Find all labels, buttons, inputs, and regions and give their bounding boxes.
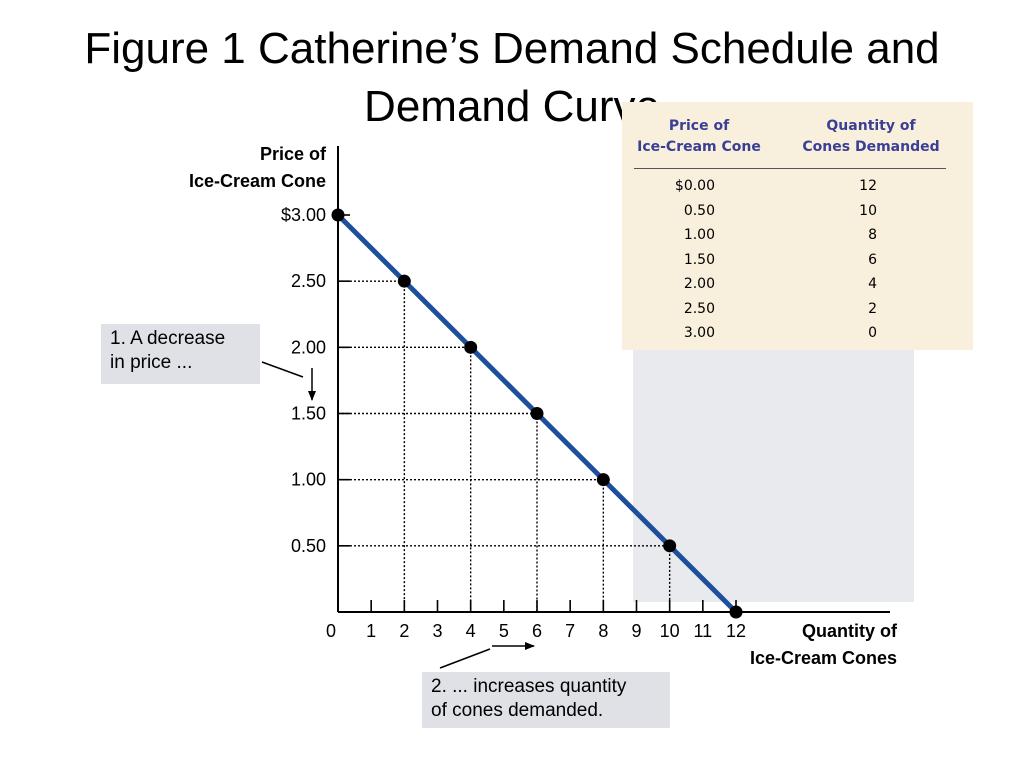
x-tick-label: 3: [432, 621, 442, 641]
header-line: Cones Demanded: [802, 139, 940, 155]
x-tick-label: 9: [631, 621, 641, 641]
callout-line: in price ...: [110, 352, 193, 373]
header-line: Ice-Cream Cone: [637, 139, 761, 155]
callout-line: 2. ... increases quantity: [431, 676, 627, 697]
x-tick-label: 1: [366, 621, 376, 641]
data-point: [663, 539, 677, 553]
y-tick-label: $3.00: [281, 205, 326, 225]
data-point: [596, 473, 610, 487]
y-tick-label: 1.00: [291, 470, 326, 490]
slide-title: Figure 1 Catherine’s Demand Schedule and…: [84, 24, 940, 131]
data-point: [331, 208, 345, 222]
x-tick-label: 6: [532, 621, 542, 641]
data-point: [530, 407, 544, 420]
x-tick-label: 4: [466, 621, 476, 641]
y-tick-label: 0.50: [291, 536, 326, 556]
table-row: 2.00 4: [622, 276, 973, 300]
price-cell: 1.50: [683, 251, 715, 268]
table-row: 1.00 8: [622, 227, 973, 251]
quantity-cell: 10: [859, 202, 877, 219]
x-tick-label: 5: [499, 621, 509, 641]
table-row: $0.00 12: [622, 178, 973, 202]
x-tick-label: 7: [565, 621, 575, 641]
x-tick-label: 10: [660, 621, 680, 641]
data-point: [464, 340, 478, 354]
table-row: 2.50 2: [622, 301, 973, 325]
x-tick-label: 12: [726, 621, 746, 641]
table-header-price: Price of Ice-Cream Cone: [624, 116, 774, 158]
data-point: [729, 605, 743, 619]
data-point: [397, 274, 411, 288]
quantity-cell: 2: [868, 300, 877, 317]
price-cell: $0.00: [674, 178, 715, 194]
header-line: Price of: [668, 118, 730, 134]
table-row: 1.50 6: [622, 252, 973, 276]
price-cell: 1.00: [683, 227, 715, 243]
y-tick-label: 1.50: [291, 404, 326, 424]
y-axis-title: Price of: [260, 144, 327, 164]
quantity-cell: 12: [859, 178, 877, 194]
quantity-cell: 8: [868, 227, 877, 243]
price-decrease-callout: 1. A decrease in price ...: [101, 324, 260, 384]
header-line: Quantity of: [826, 118, 916, 134]
x-tick-label: 11: [693, 621, 712, 641]
x-tick-label: 0: [326, 621, 336, 641]
table-row: 0.50 10: [622, 203, 973, 227]
price-cell: 3.00: [683, 325, 715, 341]
table-row: 3.00 0: [622, 325, 973, 349]
x-axis-title: Quantity of: [802, 621, 898, 641]
quantity-cell: 0: [868, 325, 877, 341]
quantity-cell: 4: [868, 276, 877, 292]
quantity-callout-pointer: [439, 648, 491, 669]
x-tick-label: 8: [598, 621, 608, 641]
x-tick-label: 2: [399, 621, 409, 641]
x-axis-title: Ice-Cream Cones: [750, 648, 897, 668]
y-axis-title: Ice-Cream Cone: [189, 171, 326, 191]
table-header-quantity: Quantity of Cones Demanded: [790, 116, 952, 158]
demand-schedule-table: Price of Ice-Cream Cone Quantity of Cone…: [622, 102, 973, 350]
y-tick-label: 2.50: [291, 271, 326, 291]
price-cell: 2.00: [683, 276, 715, 292]
callout-line: 1. A decrease: [110, 328, 226, 349]
quantity-cell: 6: [868, 251, 877, 268]
price-cell: 2.50: [683, 300, 715, 317]
price-cell: 0.50: [683, 202, 715, 219]
price-callout-pointer: [261, 361, 304, 378]
y-tick-label: 2.00: [291, 337, 326, 357]
callout-line: of cones demanded.: [431, 700, 604, 721]
quantity-increase-callout: 2. ... increases quantity of cones deman…: [422, 672, 670, 728]
header-rule: [634, 168, 946, 169]
